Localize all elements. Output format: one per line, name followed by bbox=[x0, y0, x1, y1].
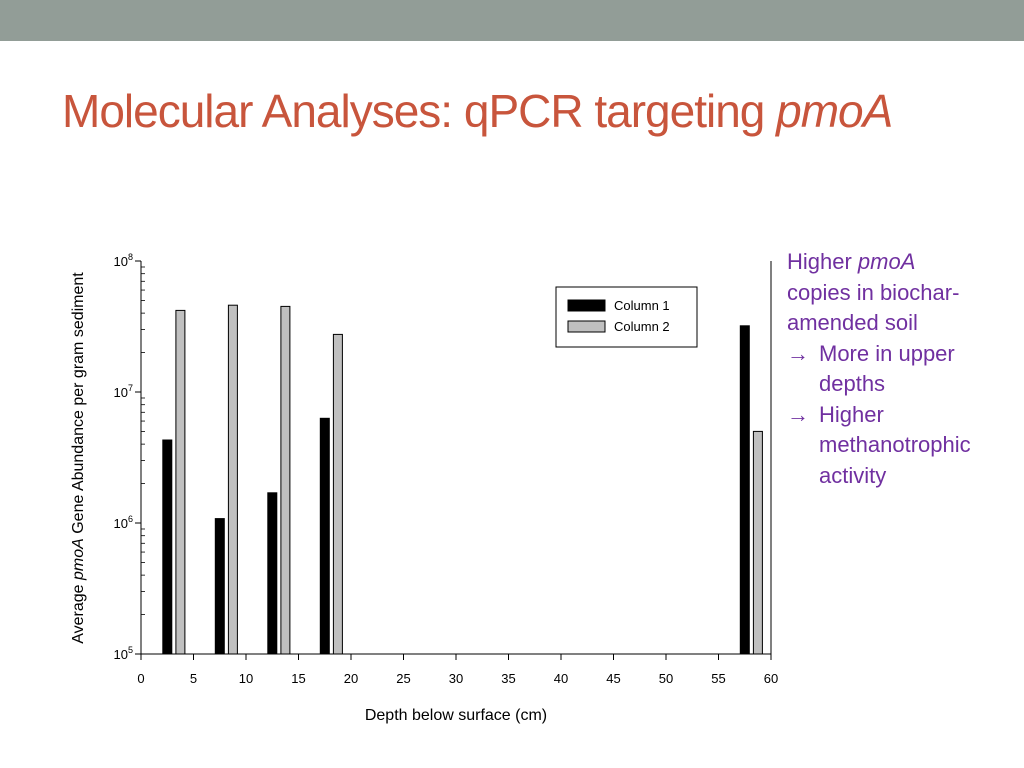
ticks-layer: 0 5 10 15 20 25 30 35 40 45 50 55 60 105 106 107 108 bbox=[114, 252, 779, 686]
x-tick-label: 5 bbox=[190, 671, 197, 686]
legend-box bbox=[555, 286, 698, 348]
y-axis-label-prefix: Average bbox=[70, 580, 87, 644]
bar-column-1-4 bbox=[739, 325, 750, 655]
x-axis-label: Depth below surface (cm) bbox=[365, 707, 547, 724]
x-tick-label: 50 bbox=[659, 671, 673, 686]
x-tick-label: 35 bbox=[501, 671, 515, 686]
x-tick-label: 20 bbox=[344, 671, 358, 686]
y-axis-label-italic: pmoA bbox=[70, 538, 87, 581]
bars-layer bbox=[162, 304, 763, 655]
callout-line-2: copies in biochar- bbox=[787, 279, 960, 305]
callout-bullet-1: → More in upper depths bbox=[787, 339, 1017, 400]
bar-column-2-2 bbox=[280, 305, 291, 655]
x-tick-label: 55 bbox=[711, 671, 725, 686]
x-tick-label: 15 bbox=[291, 671, 305, 686]
y-axis-label-suffix: Gene Abundance per gram sediment bbox=[70, 272, 87, 539]
x-tick-label: 40 bbox=[554, 671, 568, 686]
callout-line-3: amended soil bbox=[787, 310, 918, 335]
x-tick-label: 60 bbox=[764, 671, 778, 686]
slide-title-main: Molecular Analyses: qPCR targeting bbox=[62, 85, 777, 137]
callout-bullet-2-line-3: activity bbox=[819, 462, 887, 488]
y-axis-label: Average pmoA Gene Abundance per gram sed… bbox=[70, 272, 87, 644]
x-tick-label: 45 bbox=[606, 671, 620, 686]
y-tick-label: 108 bbox=[114, 252, 133, 269]
callout-bullet-2-line-2: methanotrophic bbox=[819, 432, 971, 457]
arrow-right-icon: → bbox=[787, 401, 809, 427]
legend: Column 1 Column 2 bbox=[555, 286, 698, 348]
bar-column-2-4 bbox=[752, 430, 763, 655]
callout-bullet-1-line-1: More in upper bbox=[819, 340, 955, 366]
bar-column-1-0 bbox=[162, 439, 173, 655]
legend-swatch-column-1 bbox=[567, 299, 606, 312]
legend-label-column-2: Column 2 bbox=[614, 319, 670, 334]
x-tick-label: 25 bbox=[396, 671, 410, 686]
y-tick-label: 105 bbox=[114, 645, 133, 662]
callout-text: Higher pmoA copies in biochar- amended s… bbox=[787, 247, 1017, 491]
bar-column-2-0 bbox=[175, 309, 186, 655]
callout-bullet-1-line-2: depths bbox=[819, 371, 886, 396]
bar-column-1-2 bbox=[267, 492, 278, 655]
top-bar bbox=[0, 0, 1024, 41]
x-tick-label: 10 bbox=[239, 671, 253, 686]
bar-column-1-3 bbox=[319, 417, 330, 655]
callout-bullet-2: → Higher methanotrophic activity bbox=[787, 400, 1017, 492]
bar-column-1-1 bbox=[214, 518, 225, 655]
x-tick-label: 0 bbox=[137, 671, 144, 686]
legend-label-column-1: Column 1 bbox=[614, 298, 670, 313]
slide-title: Molecular Analyses: qPCR targeting pmoA bbox=[62, 84, 1012, 138]
bar-column-2-1 bbox=[227, 304, 238, 655]
callout-line-1-italic: pmoA bbox=[857, 249, 916, 274]
arrow-right-icon: → bbox=[787, 340, 809, 366]
y-tick-label: 107 bbox=[114, 383, 133, 400]
callout-line-1-prefix: Higher bbox=[787, 249, 858, 274]
legend-swatch-column-2 bbox=[567, 320, 606, 333]
x-tick-label: 30 bbox=[449, 671, 463, 686]
bar-column-2-3 bbox=[332, 333, 343, 655]
y-tick-label: 106 bbox=[114, 514, 133, 531]
callout-line-1: Higher pmoA bbox=[787, 247, 1017, 278]
callout-bullet-2-line-1: Higher bbox=[819, 401, 884, 427]
slide-title-italic: pmoA bbox=[776, 85, 893, 137]
